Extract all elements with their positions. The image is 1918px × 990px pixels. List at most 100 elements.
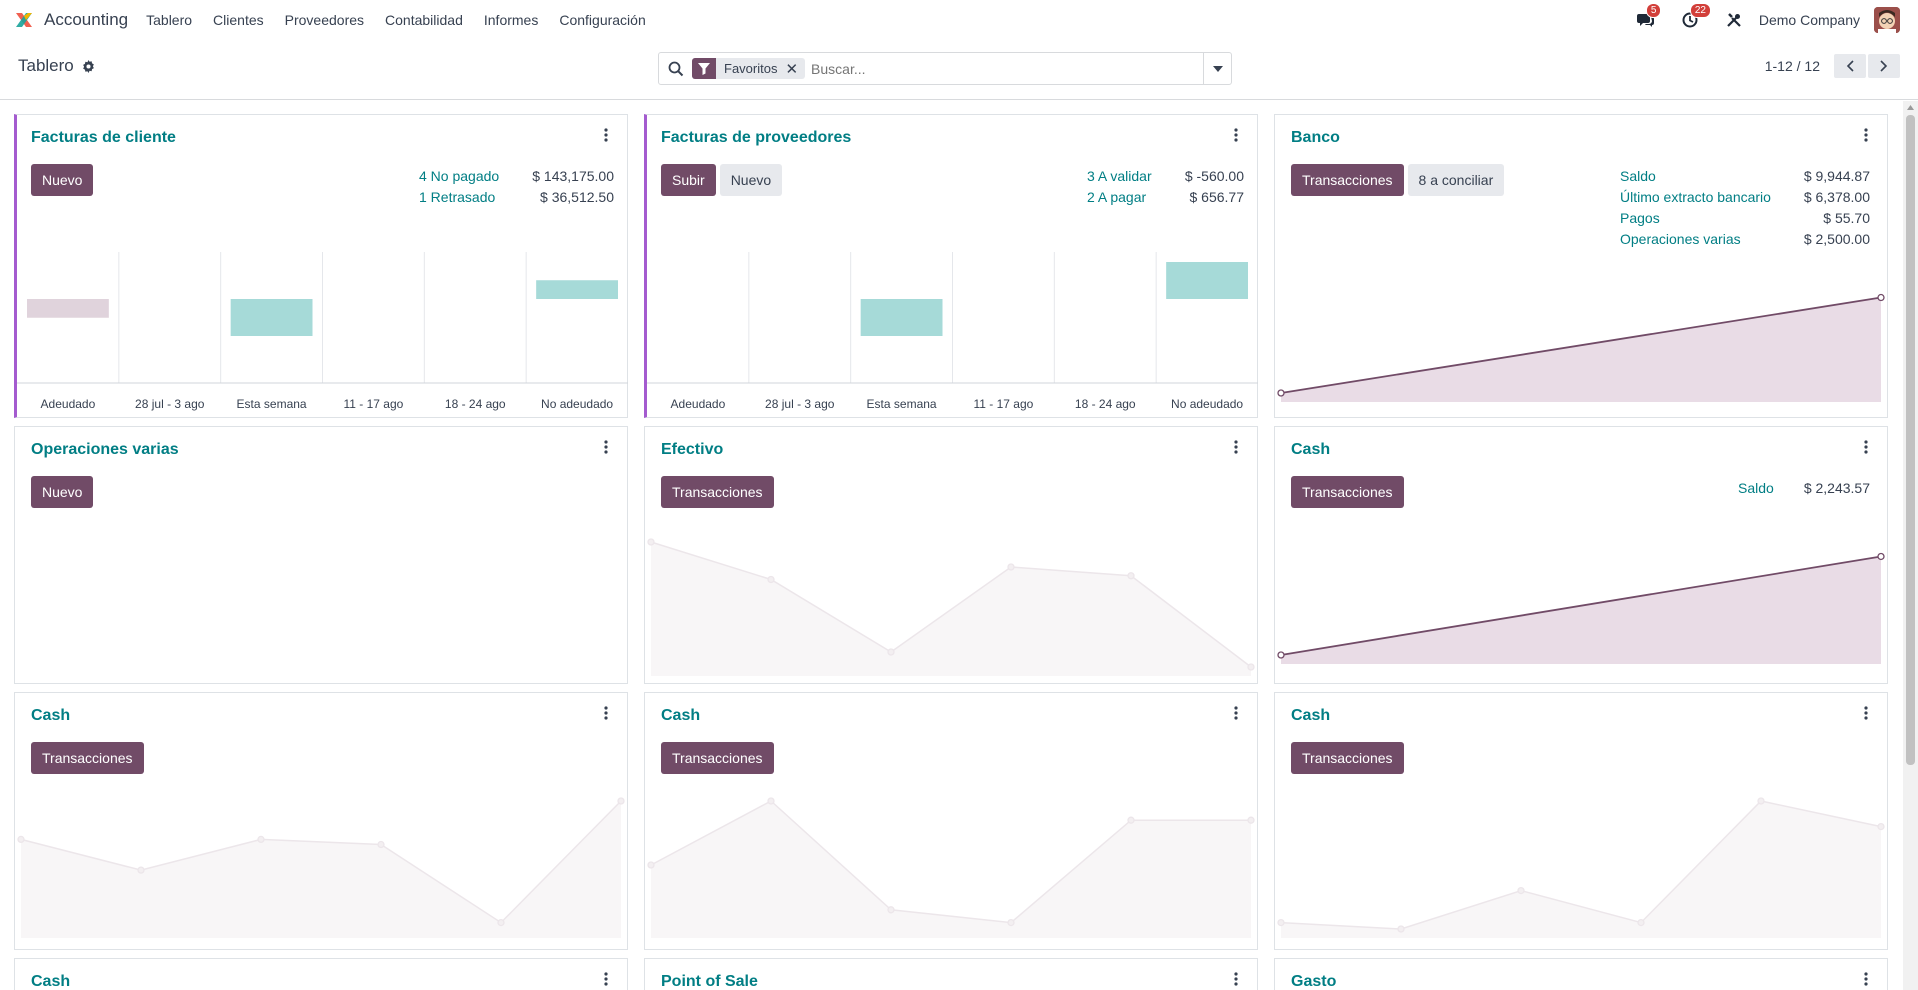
data-point[interactable]: [1277, 918, 1285, 927]
card-title[interactable]: Operaciones varias: [31, 441, 179, 458]
search-icon[interactable]: [668, 61, 684, 77]
pager-next[interactable]: [1868, 54, 1900, 78]
data-point[interactable]: [1247, 816, 1255, 824]
data-point[interactable]: [647, 538, 655, 546]
activities-button[interactable]: 22: [1679, 3, 1711, 31]
data-point[interactable]: [617, 797, 625, 805]
kebab-menu-icon[interactable]: [1233, 971, 1239, 987]
data-point[interactable]: [17, 835, 25, 844]
data-point[interactable]: [647, 861, 655, 869]
gear-icon[interactable]: [82, 59, 95, 73]
data-point[interactable]: [887, 648, 895, 656]
messages-button[interactable]: 5: [1635, 3, 1662, 31]
stat-label-balance[interactable]: Saldo: [1738, 480, 1774, 496]
transactions-button[interactable]: Transacciones: [1291, 476, 1404, 508]
scroll-up-icon[interactable]: [1906, 103, 1915, 112]
stat-label-to-validate[interactable]: 3 A validar: [1087, 168, 1152, 184]
data-point[interactable]: [1877, 822, 1885, 831]
data-point[interactable]: [1277, 651, 1285, 659]
data-point[interactable]: [1127, 572, 1135, 580]
card-title[interactable]: Facturas de cliente: [31, 129, 176, 146]
bar-0[interactable]: [27, 299, 109, 318]
stat-label-payments[interactable]: Pagos: [1620, 210, 1660, 226]
card-title[interactable]: Efectivo: [661, 441, 724, 458]
data-point[interactable]: [1757, 797, 1765, 805]
data-point[interactable]: [257, 835, 265, 844]
stat-label-unpaid[interactable]: 4 No pagado: [419, 168, 500, 184]
data-point[interactable]: [1007, 918, 1015, 927]
data-point[interactable]: [1007, 563, 1015, 571]
kebab-menu-icon[interactable]: [1233, 705, 1239, 721]
stat-label-last-statement[interactable]: Último extracto bancario: [1620, 189, 1771, 205]
data-point[interactable]: [1877, 293, 1885, 302]
bar-2[interactable]: [860, 299, 943, 336]
data-point[interactable]: [137, 866, 145, 874]
card-title[interactable]: Cash: [1291, 441, 1331, 458]
data-point[interactable]: [1127, 816, 1135, 824]
data-point[interactable]: [1517, 886, 1525, 895]
tools-button[interactable]: [1723, 9, 1745, 31]
stat-label-misc-operations[interactable]: Operaciones varias: [1620, 231, 1741, 247]
reconcile-button[interactable]: 8 a conciliar: [1407, 164, 1505, 196]
menu-configuracion[interactable]: Configuración: [559, 12, 646, 28]
app-logo-icon[interactable]: [14, 10, 34, 30]
transactions-button[interactable]: Transacciones: [31, 742, 144, 774]
kebab-menu-icon[interactable]: [1863, 127, 1869, 143]
menu-contabilidad[interactable]: Contabilidad: [385, 12, 463, 28]
bar-2[interactable]: [230, 299, 313, 336]
kebab-menu-icon[interactable]: [603, 971, 609, 987]
company-switcher[interactable]: Demo Company: [1758, 12, 1860, 28]
kebab-menu-icon[interactable]: [603, 439, 609, 455]
card-title[interactable]: Cash: [1291, 707, 1331, 724]
menu-clientes[interactable]: Clientes: [213, 12, 264, 28]
menu-informes[interactable]: Informes: [483, 12, 539, 28]
menu-proveedores[interactable]: Proveedores: [284, 12, 365, 28]
data-point[interactable]: [377, 840, 385, 849]
data-point[interactable]: [767, 575, 775, 584]
kebab-menu-icon[interactable]: [1233, 439, 1239, 455]
card-title[interactable]: Facturas de proveedores: [661, 129, 852, 146]
data-point[interactable]: [767, 797, 775, 805]
new-entry-button[interactable]: Nuevo: [31, 476, 94, 508]
stat-label-late[interactable]: 1 Retrasado: [419, 189, 496, 205]
upload-button[interactable]: Subir: [661, 164, 716, 196]
transactions-button[interactable]: Transacciones: [1291, 742, 1404, 774]
bar-5[interactable]: [536, 280, 618, 299]
data-point[interactable]: [1877, 552, 1885, 561]
card-title[interactable]: Cash: [31, 707, 71, 724]
data-point[interactable]: [1397, 925, 1405, 933]
data-point[interactable]: [887, 906, 895, 914]
kebab-menu-icon[interactable]: [603, 705, 609, 721]
stat-label-to-pay[interactable]: 2 A pagar: [1087, 189, 1147, 205]
card-title[interactable]: Cash: [661, 707, 701, 724]
card-title[interactable]: Banco: [1291, 129, 1340, 146]
pager-value[interactable]: 1-12 / 12: [1764, 58, 1820, 74]
data-point[interactable]: [1247, 663, 1255, 671]
facet-remove-icon[interactable]: ✕: [785, 60, 799, 78]
stat-label-balance[interactable]: Saldo: [1620, 168, 1656, 184]
transactions-button[interactable]: Transacciones: [661, 742, 774, 774]
new-bill-button[interactable]: Nuevo: [719, 164, 783, 196]
data-point[interactable]: [1277, 389, 1285, 397]
search-input[interactable]: [811, 54, 1203, 83]
kebab-menu-icon[interactable]: [1863, 439, 1869, 455]
card-title[interactable]: Cash: [31, 973, 71, 990]
bar-5[interactable]: [1166, 262, 1248, 299]
pager-previous[interactable]: [1834, 54, 1866, 78]
data-point[interactable]: [497, 918, 505, 927]
transactions-button[interactable]: Transacciones: [661, 476, 774, 508]
card-title[interactable]: Gasto: [1291, 973, 1337, 990]
kebab-menu-icon[interactable]: [1863, 705, 1869, 721]
card-title[interactable]: Point of Sale: [661, 973, 758, 990]
app-name[interactable]: Accounting: [44, 10, 129, 29]
page-scrollbar[interactable]: [1903, 101, 1918, 990]
kebab-menu-icon[interactable]: [1863, 971, 1869, 987]
kebab-menu-icon[interactable]: [603, 127, 609, 143]
transactions-button[interactable]: Transacciones: [1291, 164, 1404, 196]
scroll-thumb[interactable]: [1906, 115, 1915, 765]
search-options-toggle[interactable]: [1203, 53, 1231, 84]
data-point[interactable]: [1637, 918, 1645, 927]
avatar[interactable]: [1874, 7, 1900, 33]
menu-tablero[interactable]: Tablero: [146, 12, 193, 28]
new-invoice-button[interactable]: Nuevo: [31, 164, 94, 196]
